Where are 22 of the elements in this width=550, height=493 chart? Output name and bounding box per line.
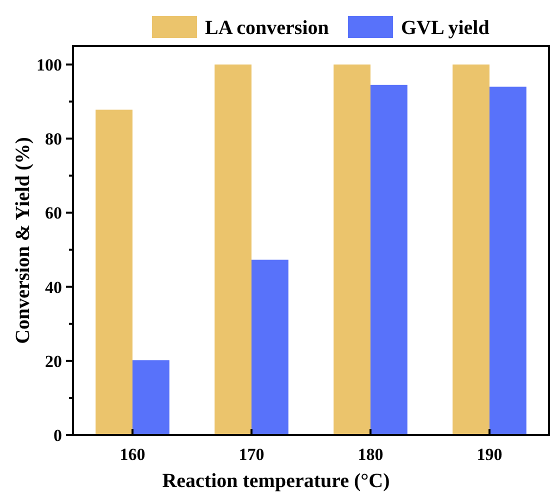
y-axis-title: Conversion & Yield (%) bbox=[12, 137, 34, 344]
y-tick-label: 100 bbox=[36, 55, 62, 74]
bar bbox=[490, 86, 526, 435]
bar bbox=[132, 360, 170, 435]
x-tick-label: 160 bbox=[120, 445, 146, 464]
bar bbox=[370, 84, 408, 435]
bar bbox=[452, 64, 490, 435]
x-tick-label: 190 bbox=[476, 445, 502, 464]
bar bbox=[334, 64, 370, 435]
bar bbox=[214, 64, 252, 435]
y-tick-label: 80 bbox=[45, 130, 62, 149]
x-axis-title: Reaction temperature (°C) bbox=[162, 470, 390, 492]
y-tick-label: 0 bbox=[54, 426, 62, 445]
y-tick-label: 60 bbox=[45, 204, 62, 223]
legend-label: LA conversion bbox=[205, 17, 329, 39]
bar bbox=[252, 260, 288, 435]
y-tick-label: 20 bbox=[45, 352, 62, 371]
bar bbox=[96, 110, 132, 435]
legend-label: GVL yield bbox=[401, 17, 490, 39]
x-tick-label: 170 bbox=[238, 445, 264, 464]
y-tick-label: 40 bbox=[45, 278, 62, 297]
x-tick-label: 180 bbox=[358, 445, 384, 464]
